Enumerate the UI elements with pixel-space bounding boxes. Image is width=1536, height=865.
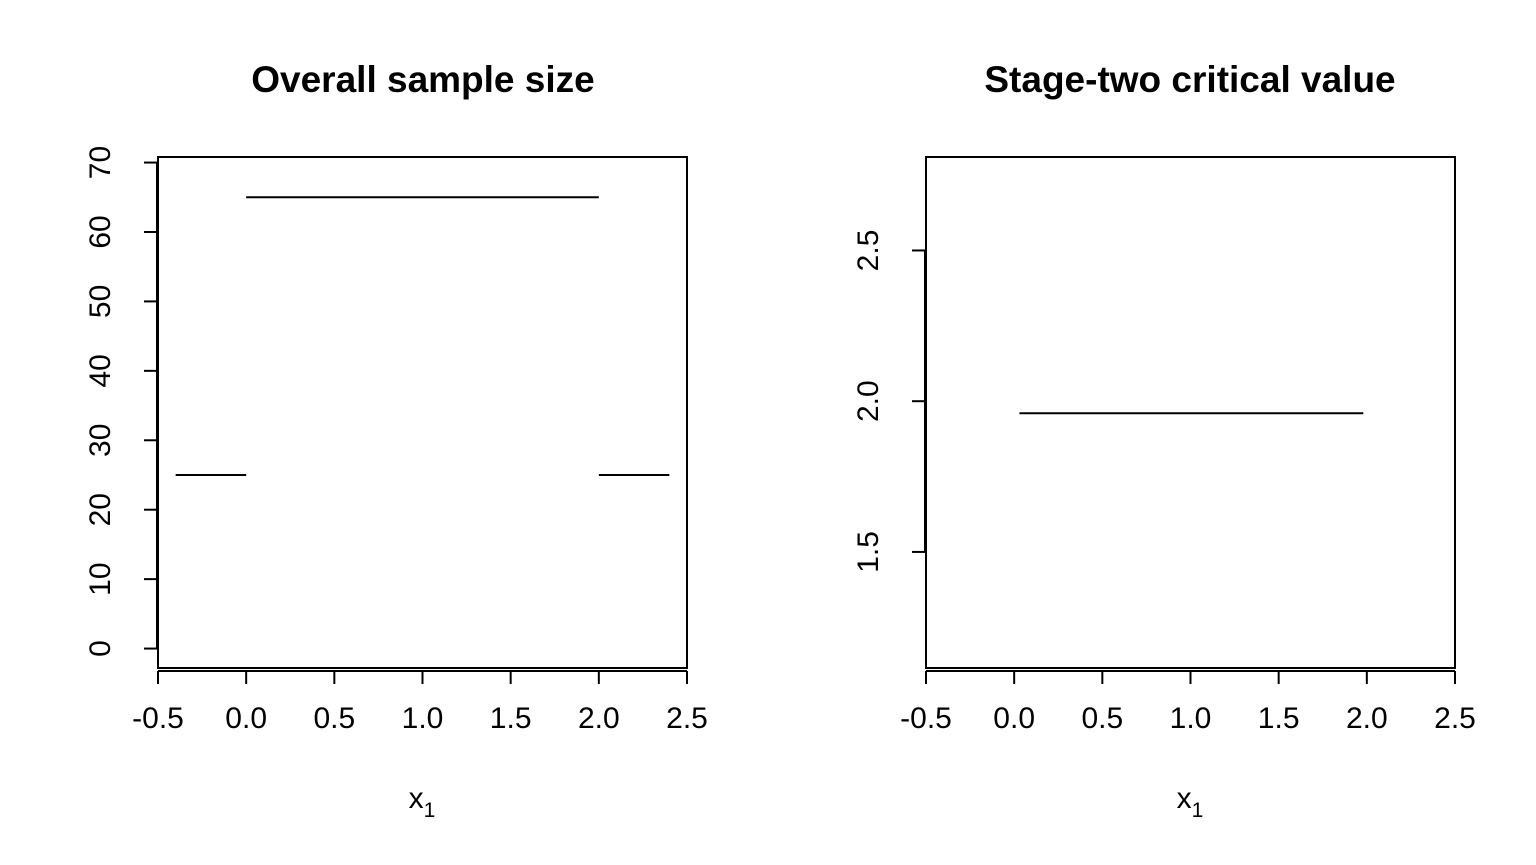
critical-value-x-tick-label: 2.0 xyxy=(1346,702,1388,735)
sample-size-y-axis: 0 10 20 30 40 50 60 70 xyxy=(84,146,158,657)
sample-size-title: Overall sample size xyxy=(251,59,594,100)
sample-size-y-tick-label: 20 xyxy=(84,493,117,526)
sample-size-x-tick-label: 0.5 xyxy=(313,702,355,735)
sample-size-y-tick-label: 0 xyxy=(84,640,117,657)
sample-size-x-tick-label: 2.0 xyxy=(578,702,620,735)
sample-size-panel: Overall sample size -0.5 0.0 0.5 1.0 1.5 2.0 2… xyxy=(84,59,708,822)
critical-value-x-axis-label: x1 xyxy=(1177,782,1204,822)
sample-size-y-tick-label: 60 xyxy=(84,215,117,248)
sample-size-x-axis-label-subscript: 1 xyxy=(424,799,436,822)
critical-value-x-axis-label-subscript: 1 xyxy=(1192,799,1204,822)
critical-value-x-tick-label: 1.5 xyxy=(1258,702,1300,735)
sample-size-series xyxy=(175,196,670,476)
critical-value-y-axis: 1.5 2.0 2.5 xyxy=(852,230,926,573)
critical-value-y-tick-label: 1.5 xyxy=(852,531,885,573)
sample-size-y-tick-label: 70 xyxy=(84,146,117,179)
critical-value-panel: Stage-two critical value -0.5 0.0 0.5 1.0 1.… xyxy=(852,59,1476,822)
sample-size-x-axis-label-main: x xyxy=(409,782,424,815)
sample-size-y-tick-label: 40 xyxy=(84,354,117,387)
sample-size-y-tick-label: 30 xyxy=(84,424,117,457)
critical-value-x-tick-label: 2.5 xyxy=(1434,702,1476,735)
critical-value-x-tick-label: 0.0 xyxy=(993,702,1035,735)
critical-value-y-tick-label: 2.5 xyxy=(852,230,885,272)
critical-value-x-axis-label-main: x xyxy=(1177,782,1192,815)
sample-size-x-tick-label: 0.0 xyxy=(225,702,267,735)
sample-size-x-axis-label: x1 xyxy=(409,782,436,822)
sample-size-x-axis: -0.5 0.0 0.5 1.0 1.5 2.0 2.5 xyxy=(132,670,708,735)
sample-size-x-tick-label: 1.5 xyxy=(490,702,532,735)
critical-value-title: Stage-two critical value xyxy=(984,59,1395,100)
sample-size-x-tick-label: -0.5 xyxy=(132,702,184,735)
critical-value-x-tick-label: -0.5 xyxy=(900,702,952,735)
critical-value-x-axis: -0.5 0.0 0.5 1.0 1.5 2.0 2.5 xyxy=(900,670,1476,735)
sample-size-y-tick-label: 10 xyxy=(84,562,117,595)
critical-value-y-tick-label: 2.0 xyxy=(852,380,885,422)
sample-size-y-tick-label: 50 xyxy=(84,285,117,318)
critical-value-x-tick-label: 0.5 xyxy=(1081,702,1123,735)
sample-size-x-tick-label: 1.0 xyxy=(402,702,444,735)
sample-size-x-tick-label: 2.5 xyxy=(666,702,708,735)
critical-value-x-tick-label: 1.0 xyxy=(1170,702,1212,735)
